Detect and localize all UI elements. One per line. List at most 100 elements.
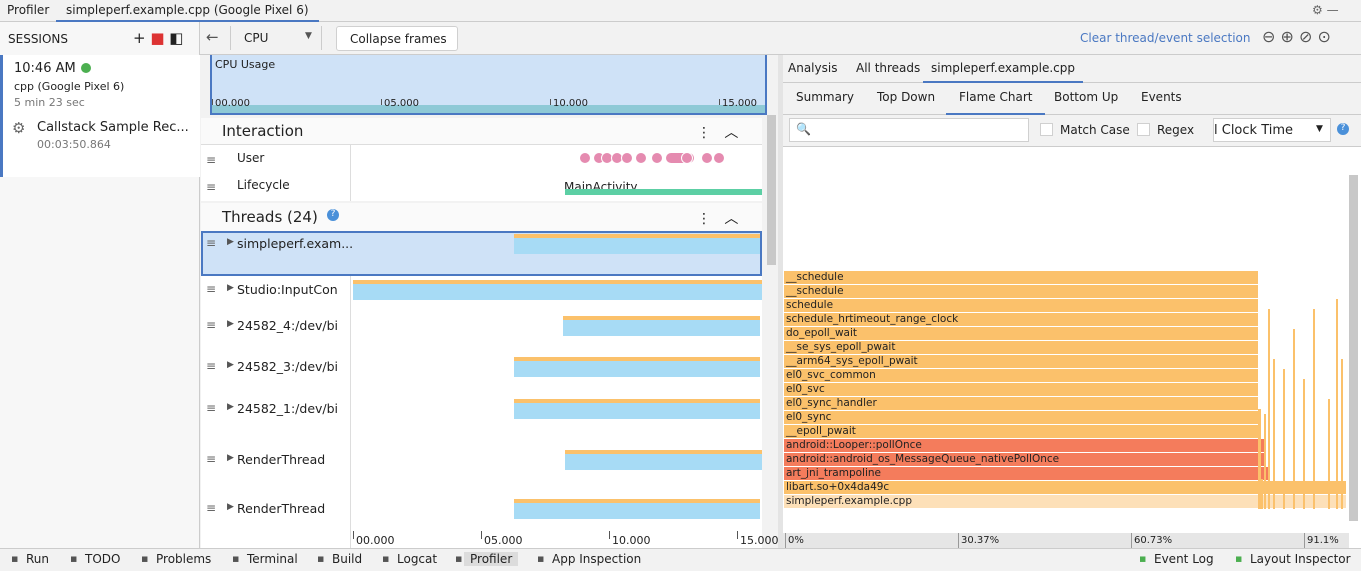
expand-arrow[interactable]: ▶ — [227, 283, 234, 293]
flame-frame[interactable]: simpleperf.example.cpp — [784, 495, 1346, 508]
subtab[interactable]: Bottom Up — [1054, 90, 1119, 104]
subtab[interactable]: Flame Chart — [946, 83, 1046, 115]
sessions-header: SESSIONS — [8, 32, 69, 46]
tick-mark — [737, 531, 738, 539]
status-icon: ▪ — [232, 552, 240, 565]
help-icon[interactable]: ? — [327, 209, 339, 221]
flame-frame[interactable]: el0_svc_common — [784, 369, 1258, 382]
search-box[interactable]: 🔍 — [789, 118, 1029, 142]
interaction-rows: MainActivity ≡ User ≡ Lifecycle — [201, 145, 762, 201]
flame-frame[interactable]: el0_sync — [784, 411, 1258, 424]
cpu-selector[interactable]: CPU ▼ — [230, 26, 322, 50]
status-item[interactable]: Profiler — [464, 552, 519, 566]
tick-mark — [550, 99, 551, 105]
status-item[interactable]: Run — [26, 552, 50, 566]
back-icon[interactable]: ← — [206, 28, 219, 46]
menu-icons[interactable]: ⋮ ︿ — [697, 125, 739, 141]
thread-state — [353, 280, 762, 300]
checkbox[interactable] — [1137, 123, 1150, 136]
row-label: 24582_4:/dev/bi — [237, 318, 339, 333]
status-bar: ▪ Run ▪ TODO ▪ Problems ▪ Terminal ▪ Build ▪ Logcat… — [0, 548, 1361, 571]
drag-handle[interactable]: ≡ — [206, 282, 217, 296]
flame-frame[interactable]: art_jni_trampoline — [784, 467, 1268, 480]
flame-frame[interactable]: schedule — [784, 299, 1258, 312]
flame-frame[interactable]: do_epoll_wait — [784, 327, 1258, 340]
analysis-panel: Analysis All threads simpleperf.example.cp… — [783, 55, 1361, 548]
expand-arrow[interactable]: ▶ — [227, 360, 234, 370]
drag-handle[interactable]: ≡ — [206, 236, 217, 250]
expand-arrow[interactable]: ▶ — [227, 502, 234, 512]
status-item[interactable]: Terminal — [247, 552, 298, 566]
subtab[interactable]: Top Down — [877, 90, 936, 104]
status-item[interactable]: TODO — [85, 552, 121, 566]
help-icon[interactable]: ? — [1337, 123, 1349, 135]
clear-link[interactable]: Clear thread/event selection — [1080, 31, 1251, 45]
tick-mark — [785, 533, 786, 548]
tick-label: 15.000 — [740, 534, 779, 547]
status-item[interactable]: Layout Inspector — [1250, 552, 1351, 566]
tab[interactable]: simpleperf.example.cpp (Google Pixel 6) — [56, 0, 319, 22]
status-item[interactable]: Problems — [156, 552, 212, 566]
thread-state — [565, 450, 762, 470]
drag-handle[interactable]: ≡ — [206, 153, 217, 167]
timeline: CPU Usage 00.000 05.000 10.000 15.000 Inter… — [201, 55, 779, 548]
checkbox-label: Regex — [1157, 123, 1195, 137]
expand-arrow[interactable]: ▶ — [227, 237, 234, 247]
session-item[interactable]: 10:46 AM cpp (Google Pixel 6) 5 min 23 s… — [0, 55, 200, 177]
flame-frame[interactable]: __arm64_sys_epoll_pwait — [784, 355, 1258, 368]
zoom-icons[interactable]: ⊖ ⊕ ⊘ ⊙ — [1262, 27, 1331, 46]
flame-frame[interactable]: __se_sys_epoll_pwait — [784, 341, 1258, 354]
status-icon: ▪ — [1235, 552, 1243, 565]
expand-arrow[interactable]: ▶ — [227, 402, 234, 412]
flame-spike — [1268, 309, 1270, 509]
cpu-label: CPU Usage — [215, 58, 276, 71]
collapse-button[interactable]: Collapse frames — [336, 26, 458, 51]
scrollbar[interactable] — [767, 115, 776, 265]
status-item[interactable]: Build — [332, 552, 363, 566]
session-ago: 5 min 23 sec — [14, 96, 85, 109]
menu-icons[interactable]: ⋮ ︿ — [697, 211, 739, 227]
status-item[interactable]: Logcat — [397, 552, 438, 566]
flame-frame[interactable]: libart.so+0x4da49c — [784, 481, 1346, 494]
interaction-header: Interaction ⋮ ︿ — [201, 118, 762, 145]
subtab[interactable]: Summary — [796, 90, 854, 104]
status-item[interactable]: Event Log — [1154, 552, 1214, 566]
thread-state — [514, 357, 760, 377]
expand-arrow[interactable]: ▶ — [227, 453, 234, 463]
drag-handle[interactable]: ≡ — [206, 359, 217, 373]
drag-handle[interactable]: ≡ — [206, 180, 217, 194]
flame-frame[interactable]: schedule_hrtimeout_range_clock — [784, 313, 1258, 326]
drag-handle[interactable]: ≡ — [206, 452, 217, 466]
flame-frame[interactable]: __schedule — [784, 285, 1258, 298]
settings-icon[interactable]: ⚙ — — [1312, 3, 1339, 17]
status-item[interactable]: App Inspection — [552, 552, 642, 566]
dropdown-icon: ▼ — [305, 31, 312, 41]
toolbar: ← CPU ▼ Collapse frames Clear thread/even… — [200, 22, 1361, 55]
flame-frame[interactable]: el0_svc — [784, 383, 1258, 396]
drag-handle[interactable]: ≡ — [206, 401, 217, 415]
divider — [350, 231, 351, 548]
row-label: Lifecycle — [237, 178, 290, 192]
tab[interactable]: All threads — [856, 61, 921, 75]
thread-state — [563, 316, 760, 336]
tab[interactable]: Profiler — [7, 3, 50, 17]
flame-frame[interactable]: el0_sync_handler — [784, 397, 1258, 410]
flame-spike — [1283, 369, 1285, 509]
checkbox[interactable] — [1040, 123, 1053, 136]
flame-frame[interactable]: android::Looper::pollOnce — [784, 439, 1264, 452]
tab[interactable]: simpleperf.example.cpp — [923, 61, 1084, 83]
flame-frame[interactable]: android::android_os_MessageQueue_nativeP… — [784, 453, 1264, 466]
scrollbar[interactable] — [1349, 175, 1358, 521]
flame-frame[interactable]: __epoll_pwait — [784, 425, 1258, 438]
tick-label: 15.000 — [722, 98, 757, 109]
user-event — [701, 152, 713, 164]
drag-handle[interactable]: ≡ — [206, 501, 217, 515]
add-icon[interactable]: + ■ ◧ — [133, 29, 184, 47]
flame-frame[interactable]: __schedule — [784, 271, 1258, 284]
tab[interactable]: Analysis — [788, 61, 838, 75]
cpu-usage: CPU Usage 00.000 05.000 10.000 15.000 — [210, 55, 767, 115]
expand-arrow[interactable]: ▶ — [227, 319, 234, 329]
clock-dropdown[interactable]: l Clock Time ▼ — [1213, 118, 1331, 142]
drag-handle[interactable]: ≡ — [206, 318, 217, 332]
subtab[interactable]: Events — [1141, 90, 1182, 104]
